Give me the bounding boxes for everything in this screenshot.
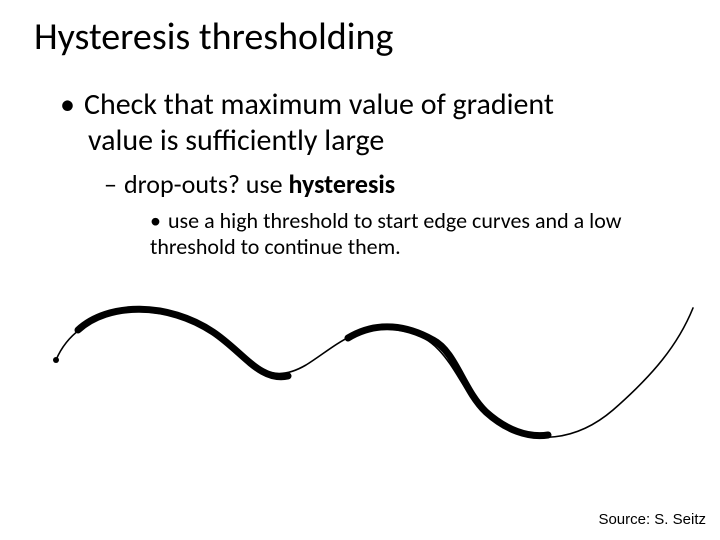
bullet-level3: •use a high threshold to start edge curv… xyxy=(150,208,690,261)
bullet1-text-line1: Check that maximum value of gradient xyxy=(84,86,554,123)
bullet-dot-icon: • xyxy=(60,88,84,123)
sub1-bold: hysteresis xyxy=(288,168,395,200)
bullet1-text-line2: value is sufficiently large xyxy=(88,124,688,159)
curve-svg xyxy=(38,290,698,460)
attribution-text: Source: S. Seitz xyxy=(598,511,706,528)
slide-title: Hysteresis thresholding xyxy=(34,14,393,60)
sub2-text: use a high threshold to start edge curve… xyxy=(150,207,621,260)
bullet-level1: •Check that maximum value of gradient xyxy=(60,88,670,123)
bullet-level2: –drop-outs? use hysteresis xyxy=(104,168,664,200)
sub1-text: drop-outs? use xyxy=(124,168,288,200)
dash-icon: – xyxy=(104,168,124,200)
slide: Hysteresis thresholding •Check that maxi… xyxy=(0,0,720,540)
small-bullet-icon: • xyxy=(150,208,168,234)
hysteresis-curve-diagram xyxy=(38,290,698,460)
